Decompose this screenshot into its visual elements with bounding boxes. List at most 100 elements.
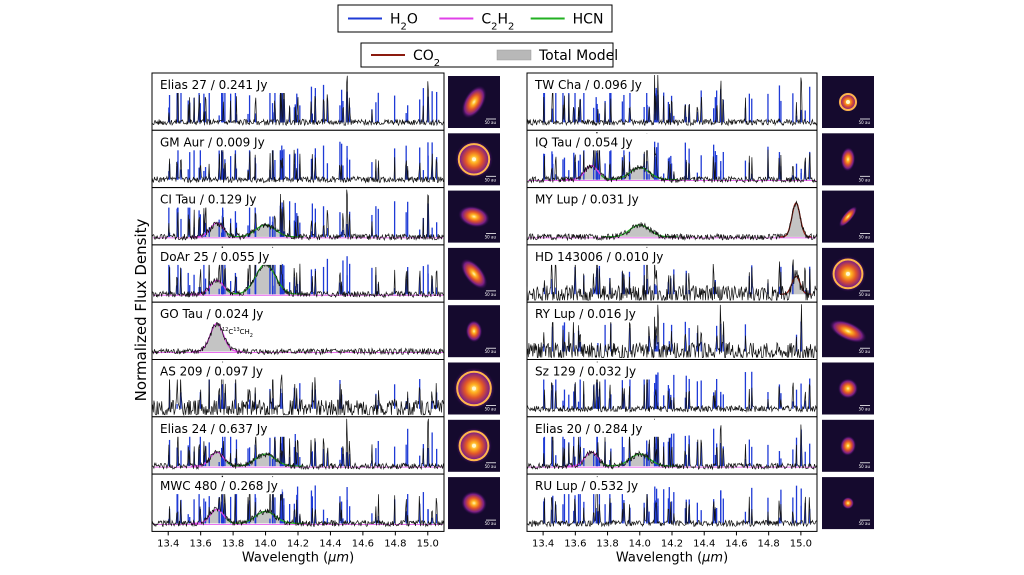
spectrum-panel-elias-24: Elias 24 / 0.637 Jy <box>151 416 445 475</box>
panel-label-bg <box>530 419 664 437</box>
disk-emission <box>839 435 857 456</box>
panel-label: HD 143006 / 0.010 Jy <box>535 250 663 264</box>
spectrum-panel-elias-27: Elias 27 / 0.241 Jy <box>151 72 445 131</box>
x-tick-label: 14.6 <box>352 538 374 549</box>
observed-spectrum <box>151 75 445 127</box>
x-tick-label: 14.0 <box>254 538 276 549</box>
panel-label: MY Lup / 0.031 Jy <box>535 193 639 207</box>
disk-images: 50 au 50 au 50 au 50 au 50 au 50 au 50 au 50 au… <box>448 76 874 530</box>
disk-image-elias-24: 50 au <box>448 419 500 472</box>
disk-image-ry-lup: 50 au <box>822 305 874 358</box>
observed-spectrum <box>526 74 818 127</box>
scale-bar-label: 50 au <box>859 292 871 297</box>
disk-emission <box>465 320 483 343</box>
panel-label-bg <box>155 190 276 208</box>
disk-image-elias-20: 50 au <box>822 419 874 472</box>
panel-label: MWC 480 / 0.268 Jy <box>160 479 278 493</box>
scale-bar-label: 50 au <box>485 349 497 354</box>
spectrum-panel-gm-aur: GM Aur / 0.009 Jy <box>151 129 445 189</box>
panel-label-bg <box>155 362 276 380</box>
scale-bar-label: 50 au <box>485 464 497 469</box>
panel-label: AS 209 / 0.097 Jy <box>160 365 263 379</box>
x-tick-label: 14.0 <box>629 538 651 549</box>
spectrum-panel-sz-129: Sz 129 / 0.032 Jy <box>526 359 818 418</box>
y-axis-label: Normalized Flux Density <box>132 218 150 401</box>
x-tick-label: 13.4 <box>532 538 554 549</box>
disk-image-ru-lup: 50 au <box>822 477 874 530</box>
isotopologue-annotation: 12C13CH2 <box>222 327 253 339</box>
scale-bar-label: 50 au <box>485 120 497 125</box>
disk-emission <box>458 205 490 228</box>
scale-bar-label: 50 au <box>859 177 871 182</box>
panel-label-bg <box>530 305 651 323</box>
panel-label: RU Lup / 0.532 Jy <box>535 479 638 493</box>
spectrum-panel-go-tau: GO Tau / 0.024 Jy 12C13CH2 <box>151 301 445 361</box>
panel-label-bg <box>155 247 282 265</box>
panel-label: DoAr 25 / 0.055 Jy <box>160 250 269 264</box>
observed-spectrum <box>526 304 818 359</box>
panel-label-bg <box>155 133 276 151</box>
disk-center <box>846 100 850 104</box>
legend-entry-co2: CO2 <box>413 48 440 69</box>
scale-bar-label: 50 au <box>485 292 497 297</box>
total-model-fill <box>152 323 444 352</box>
observed-spectrum <box>151 189 445 241</box>
spectrum-panel-elias-20: Elias 20 / 0.284 Jy <box>526 416 818 475</box>
spectrum-panel-iq-tau: IQ Tau / 0.054 Jy <box>526 129 818 189</box>
observed-spectrum <box>526 361 818 414</box>
disk-image-my-lup: 50 au <box>822 190 874 243</box>
legend-entry-c2h2: C2H2 <box>481 12 514 33</box>
observed-spectrum <box>151 418 445 471</box>
disk-image-mwc-480: 50 au <box>448 477 500 530</box>
disk-image-ci-tau: 50 au <box>448 190 500 243</box>
disk-emission <box>461 85 487 119</box>
legend-entry-hcn: HCN <box>573 12 604 28</box>
panel-label: IQ Tau / 0.054 Jy <box>535 135 633 149</box>
panel-label: Elias 20 / 0.284 Jy <box>535 422 642 436</box>
spectrum-panel-ru-lup: RU Lup / 0.532 Jy <box>526 473 818 532</box>
disk-image-elias-27: 50 au <box>448 76 500 128</box>
observed-spectrum <box>151 246 445 299</box>
observed-spectrum <box>151 133 445 184</box>
legend-entry-h2o: H2O <box>390 12 418 33</box>
legend-swatch <box>496 49 532 61</box>
disk-emission <box>460 258 488 289</box>
x-tick-label: 14.2 <box>287 538 309 549</box>
scale-bar-label: 50 au <box>859 235 871 240</box>
disk-image-go-tau: 50 au <box>448 305 500 358</box>
x-tick-label: 14.8 <box>384 538 406 549</box>
x-axis-label: Wavelength (μm) <box>242 550 354 565</box>
legend-molecules: H2O C2H2 HCN <box>337 4 613 33</box>
x-tick-label: 13.4 <box>157 538 179 549</box>
disk-ring <box>458 430 490 462</box>
disk-emission <box>838 206 858 227</box>
disk-emission <box>840 147 856 172</box>
legend-frame <box>337 4 613 33</box>
observed-spectrum <box>526 476 818 528</box>
x-tick-label: 15.0 <box>790 538 812 549</box>
observed-spectrum <box>151 361 445 417</box>
legend-entry-total-model: Total Model <box>538 48 618 64</box>
disk-center <box>472 157 476 162</box>
disk-image-hd-143006: 50 au <box>822 247 874 300</box>
x-tick-label: 14.2 <box>661 538 683 549</box>
panel-label-bg <box>530 477 651 495</box>
x-axes: 13.4 13.6 13.8 14.0 14.2 14.4 14.6 14.8 15.0 Wave… <box>157 531 812 565</box>
spectrum-panel-hd-143006: HD 143006 / 0.010 Jy <box>526 244 818 303</box>
panel-label: Elias 27 / 0.241 Jy <box>160 78 267 92</box>
disk-image-sz-129: 50 au <box>822 362 874 415</box>
disk-image-doar-25: 50 au <box>448 247 500 300</box>
x-tick-label: 14.8 <box>758 538 780 549</box>
x-tick-label: 14.4 <box>693 538 715 549</box>
observed-spectrum <box>526 418 818 471</box>
spectra-panels: Elias 27 / 0.241 Jy GM Aur / 0.009 Jy CI T… <box>151 72 818 532</box>
spectrum-panel-ci-tau: CI Tau / 0.129 Jy <box>151 187 445 246</box>
x-tick-label: 15.0 <box>417 538 439 549</box>
x-tick-label: 13.6 <box>190 538 212 549</box>
disk-center <box>472 386 476 391</box>
panel-label-bg <box>155 419 289 437</box>
panel-label: GM Aur / 0.009 Jy <box>160 135 265 149</box>
scale-bar-label: 50 au <box>859 464 871 469</box>
disk-image-iq-tau: 50 au <box>822 133 874 186</box>
legend-model: CO2 Total Model <box>360 42 618 69</box>
